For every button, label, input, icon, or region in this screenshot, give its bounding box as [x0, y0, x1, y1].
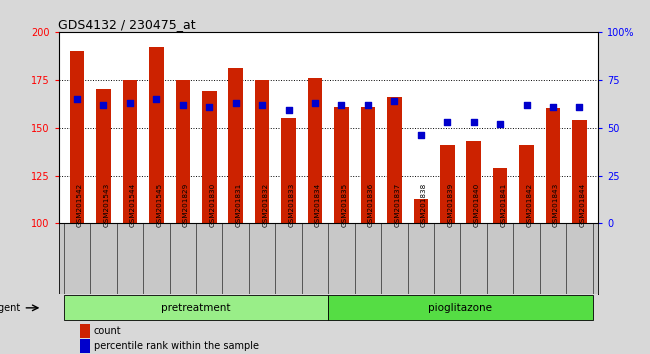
- Bar: [328, 295, 593, 320]
- Bar: [149, 47, 164, 223]
- Bar: [80, 324, 90, 338]
- Point: [125, 100, 135, 105]
- Text: GSM201841: GSM201841: [500, 183, 506, 227]
- Text: GSM201829: GSM201829: [183, 183, 188, 227]
- Point: [231, 100, 241, 105]
- Text: GSM201835: GSM201835: [341, 183, 348, 227]
- Bar: [123, 80, 137, 223]
- Bar: [467, 141, 481, 223]
- Point: [495, 121, 505, 127]
- Point: [336, 102, 346, 108]
- Bar: [387, 97, 402, 223]
- Point: [257, 102, 267, 108]
- Text: GSM201836: GSM201836: [368, 183, 374, 227]
- Bar: [64, 295, 328, 320]
- Text: GSM201837: GSM201837: [395, 183, 400, 227]
- Text: GSM201844: GSM201844: [580, 183, 586, 227]
- Text: count: count: [94, 326, 121, 336]
- Bar: [440, 145, 454, 223]
- Point: [151, 96, 162, 102]
- Bar: [572, 120, 587, 223]
- Point: [521, 102, 532, 108]
- Point: [310, 100, 320, 105]
- Text: GDS4132 / 230475_at: GDS4132 / 230475_at: [58, 18, 196, 31]
- Bar: [228, 68, 243, 223]
- Text: GSM201543: GSM201543: [103, 183, 109, 227]
- Bar: [307, 78, 322, 223]
- Point: [469, 119, 479, 125]
- Bar: [70, 51, 84, 223]
- Point: [204, 104, 214, 109]
- Point: [283, 108, 294, 113]
- Text: GSM201842: GSM201842: [526, 183, 532, 227]
- Point: [548, 104, 558, 109]
- Bar: [80, 339, 90, 353]
- Text: GSM201840: GSM201840: [474, 183, 480, 227]
- Text: pretreatment: pretreatment: [161, 303, 231, 313]
- Text: GSM201833: GSM201833: [289, 183, 294, 227]
- Text: GSM201834: GSM201834: [315, 183, 321, 227]
- Bar: [361, 107, 375, 223]
- Point: [575, 104, 585, 109]
- Text: agent: agent: [0, 303, 21, 313]
- Text: GSM201832: GSM201832: [262, 183, 268, 227]
- Text: GSM201838: GSM201838: [421, 183, 427, 227]
- Point: [389, 98, 400, 104]
- Text: GSM201830: GSM201830: [209, 183, 215, 227]
- Point: [363, 102, 373, 108]
- Bar: [202, 91, 216, 223]
- Point: [177, 102, 188, 108]
- Text: GSM201545: GSM201545: [157, 183, 162, 227]
- Bar: [281, 118, 296, 223]
- Bar: [96, 89, 110, 223]
- Bar: [546, 108, 560, 223]
- Point: [72, 96, 82, 102]
- Text: GSM201544: GSM201544: [130, 183, 136, 227]
- Bar: [413, 199, 428, 223]
- Text: pioglitazone: pioglitazone: [428, 303, 493, 313]
- Bar: [519, 145, 534, 223]
- Bar: [493, 168, 508, 223]
- Text: percentile rank within the sample: percentile rank within the sample: [94, 341, 259, 352]
- Text: GSM201843: GSM201843: [553, 183, 559, 227]
- Text: GSM201542: GSM201542: [77, 183, 83, 227]
- Bar: [176, 80, 190, 223]
- Bar: [334, 107, 349, 223]
- Point: [442, 119, 452, 125]
- Point: [98, 102, 109, 108]
- Text: GSM201839: GSM201839: [447, 183, 453, 227]
- Bar: [255, 80, 269, 223]
- Point: [415, 132, 426, 138]
- Text: GSM201831: GSM201831: [236, 183, 242, 227]
